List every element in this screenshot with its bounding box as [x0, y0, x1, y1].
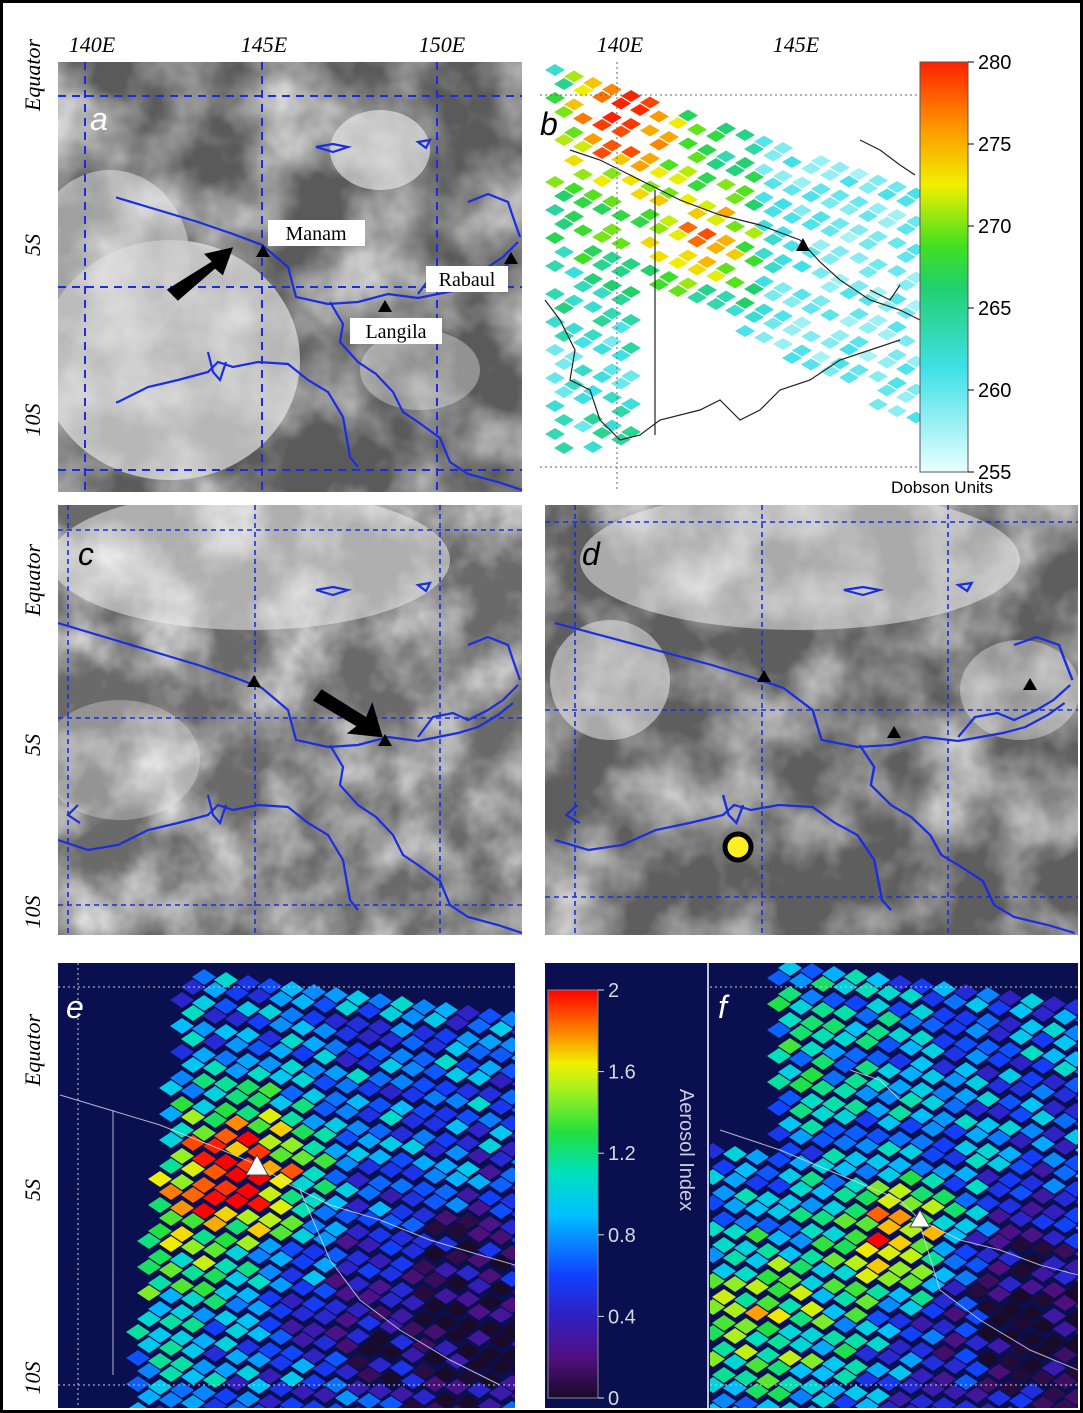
- panel-e: [58, 963, 535, 1413]
- volcano-name: Manam: [285, 223, 347, 245]
- lon-label: 140E: [69, 32, 116, 57]
- volcano-name: Langila: [365, 321, 426, 343]
- tick-label: 0.8: [608, 1225, 636, 1247]
- colorbar-label: Aerosol Index: [675, 1089, 697, 1211]
- panel-f: [545, 960, 1083, 1413]
- location-marker: [725, 834, 751, 860]
- figure: a b c d e f 140E 145E 150E 140E 145E Equ…: [0, 0, 1083, 1413]
- tick-label: 1.2: [608, 1143, 636, 1165]
- tick-label: 275: [978, 134, 1011, 156]
- tick-label: 260: [978, 380, 1011, 402]
- panel-letter: c: [78, 536, 94, 572]
- colorbar: [920, 62, 968, 472]
- lat-label: Equator: [20, 544, 45, 618]
- panel-b: [540, 62, 968, 492]
- lat-label: 5S: [20, 1179, 45, 1201]
- lat-label: 10S: [20, 896, 45, 929]
- lat-label: 10S: [20, 1362, 45, 1395]
- volcano-name: Rabaul: [439, 269, 496, 291]
- lat-label: 10S: [20, 404, 45, 437]
- tick-label: 270: [978, 216, 1011, 238]
- tick-label: 2: [608, 980, 619, 1002]
- tick-label: 0.4: [608, 1306, 636, 1328]
- lon-label: 150E: [419, 32, 466, 57]
- panel-letter: a: [90, 101, 108, 137]
- lon-label: 140E: [597, 32, 644, 57]
- lat-label: 5S: [20, 734, 45, 756]
- lat-label: Equator: [20, 39, 45, 113]
- panel-letter: d: [582, 536, 601, 572]
- lat-label: Equator: [20, 1014, 45, 1088]
- lon-label: 145E: [773, 32, 820, 57]
- panel-letter: b: [540, 106, 558, 142]
- tick-label: 1.6: [608, 1062, 636, 1084]
- colorbar: [548, 990, 598, 1398]
- tick-label: 255: [978, 462, 1011, 484]
- tick-label: 280: [978, 52, 1011, 74]
- panel-c: [40, 490, 522, 935]
- lat-label: 5S: [20, 234, 45, 256]
- lon-label: 145E: [241, 32, 288, 57]
- tick-label: 0: [608, 1388, 619, 1410]
- panel-letter: e: [66, 989, 84, 1025]
- tick-label: 265: [978, 298, 1011, 320]
- panel-d: [545, 490, 1080, 935]
- cloud-field: [40, 490, 522, 935]
